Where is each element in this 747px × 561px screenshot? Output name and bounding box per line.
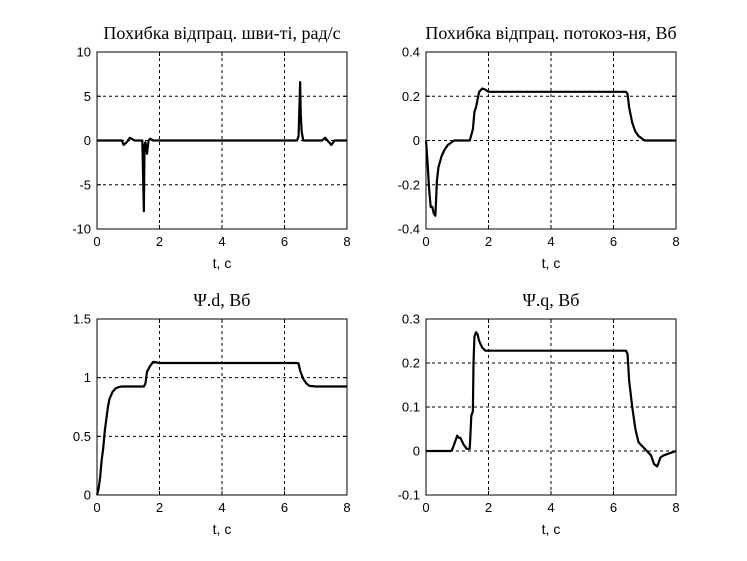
y-tick-label: 0.1 xyxy=(402,400,420,415)
y-tick-label: 1 xyxy=(84,370,91,385)
chart-title: Похибка відпрац. шви-ті, рад/с xyxy=(103,23,340,43)
chart-title: Ψ.q, Вб xyxy=(523,290,580,310)
x-tick-label: 6 xyxy=(610,500,617,515)
x-tick-label: 0 xyxy=(93,500,100,515)
series-line-1 xyxy=(95,360,347,496)
y-tick-label: -5 xyxy=(79,177,91,192)
chart-panel-1: 0 2 4 6 8 -10 -5 0 5 10 Похибка відпрац. шви-ті, р… xyxy=(72,23,350,271)
x-tick-label: 2 xyxy=(485,500,492,515)
x-axis-label: t, c xyxy=(213,521,232,537)
x-tick-label: 6 xyxy=(281,500,288,515)
y-tick-label: 10 xyxy=(77,45,91,60)
x-tick-label: 6 xyxy=(610,234,617,249)
x-tick-label: 6 xyxy=(281,234,288,249)
y-tick-label: 0 xyxy=(413,444,420,459)
x-axis-label: t, c xyxy=(542,521,561,537)
x-tick-label: 8 xyxy=(343,234,350,249)
x-tick-label: 0 xyxy=(422,500,429,515)
series-line-1 xyxy=(426,331,677,468)
y-tick-label: 5 xyxy=(84,89,91,104)
chart-panel-2: 0 2 4 6 8 -0.4 -0.2 0 0.2 0.4 Похибка відпрац. пот… xyxy=(398,23,680,271)
x-tick-label: 2 xyxy=(156,234,163,249)
x-tick-label: 0 xyxy=(422,234,429,249)
x-tick-label: 2 xyxy=(156,500,163,515)
y-tick-label: -0.4 xyxy=(398,222,420,237)
y-tick-label: -0.2 xyxy=(398,177,420,192)
y-tick-label: -0.1 xyxy=(398,488,420,503)
chart-title: Похибка відпрац. потокоз-ня, Вб xyxy=(425,23,676,43)
chart-panel-4: 0 2 4 6 8-0.100.10.20.3Ψ.q, Вбt, c xyxy=(398,290,680,537)
y-tick-label: 0.2 xyxy=(402,89,420,104)
x-tick-label: 4 xyxy=(218,234,225,249)
y-tick-label: 0.2 xyxy=(402,356,420,371)
x-tick-label: 0 xyxy=(93,234,100,249)
y-tick-label: 1.5 xyxy=(73,312,91,327)
y-tick-label: 0 xyxy=(413,133,420,148)
series-line-1 xyxy=(97,80,347,213)
x-axis-label: t, c xyxy=(542,255,561,271)
y-tick-label: -10 xyxy=(72,222,91,237)
chart-panel-3: 0 2 4 6 8 0 0.5 1 1.5 Ψ.d, Вб t, c xyxy=(73,290,351,537)
x-tick-label: 4 xyxy=(547,500,554,515)
x-tick-label: 2 xyxy=(485,234,492,249)
x-tick-label: 8 xyxy=(672,500,679,515)
chart-title: Ψ.d, Вб xyxy=(194,290,251,310)
y-tick-label: 0.4 xyxy=(402,45,420,60)
x-tick-label: 4 xyxy=(547,234,554,249)
y-tick-label: 0.3 xyxy=(402,312,420,327)
x-axis-label: t, c xyxy=(213,255,232,271)
x-tick-label: 8 xyxy=(672,234,679,249)
x-tick-label: 4 xyxy=(218,500,225,515)
series-line-1 xyxy=(424,87,676,217)
x-tick-label: 8 xyxy=(343,500,350,515)
y-tick-label: 0 xyxy=(84,488,91,503)
y-tick-label: 0.5 xyxy=(73,429,91,444)
y-tick-label: 0 xyxy=(84,133,91,148)
